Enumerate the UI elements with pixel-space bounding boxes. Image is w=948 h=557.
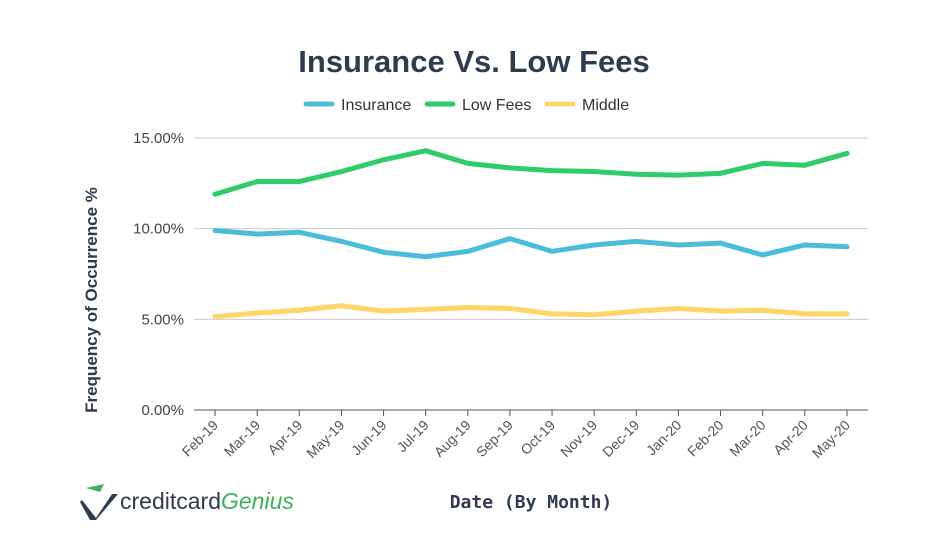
data-point-insurance (802, 242, 808, 248)
data-point-middle (591, 312, 597, 318)
logo-name-part2: Genius (221, 488, 294, 514)
data-point-insurance (507, 236, 513, 242)
y-tick-label: 15.00% (133, 130, 184, 147)
legend-item-low-fees: Low Fees (424, 97, 531, 114)
x-tick-label: May-19 (303, 417, 347, 461)
data-point-middle (296, 307, 302, 313)
data-point-low-fees (338, 169, 344, 175)
data-point-middle (549, 311, 555, 317)
x-tick-label: Feb-19 (179, 417, 222, 460)
logo-name-part1: creditcard (120, 488, 221, 514)
x-tick-label: Mar-20 (726, 417, 769, 460)
data-point-insurance (633, 238, 639, 244)
y-axis-label: Frequency of Occurrence % (82, 187, 101, 413)
data-point-low-fees (633, 171, 639, 177)
x-tick-label: Oct-19 (517, 417, 558, 458)
data-point-middle (423, 306, 429, 312)
x-tick-label: Jan-20 (643, 417, 685, 459)
legend-item-insurance: Insurance (303, 97, 411, 114)
data-point-middle (212, 314, 218, 320)
data-point-low-fees (802, 162, 808, 168)
data-point-low-fees (212, 191, 218, 197)
data-point-insurance (675, 242, 681, 248)
data-point-insurance (381, 249, 387, 255)
x-tick-label: Jul-19 (394, 417, 432, 455)
data-point-middle (675, 305, 681, 311)
y-axis-ticks: 0.00% 5.00% 10.00% 15.00% (133, 130, 184, 419)
data-point-middle (802, 311, 808, 317)
data-point-middle (338, 303, 344, 309)
x-tick-label: Sep-19 (473, 417, 516, 460)
data-point-low-fees (844, 150, 850, 156)
data-point-low-fees (296, 179, 302, 185)
x-tick-label: Apr-20 (770, 417, 811, 458)
y-tick-label: 10.00% (133, 221, 184, 238)
data-point-insurance (591, 242, 597, 248)
legend: Insurance Low Fees Middle (303, 97, 629, 114)
series-line-low-fees (212, 148, 850, 197)
grid (194, 137, 868, 411)
series-line-insurance (212, 227, 850, 260)
data-point-middle (718, 308, 724, 314)
x-tick-label: Feb-20 (684, 417, 727, 460)
data-point-low-fees (507, 165, 513, 171)
data-point-low-fees (381, 157, 387, 163)
data-point-insurance (718, 240, 724, 246)
data-point-low-fees (254, 179, 260, 185)
legend-label: Insurance (341, 97, 411, 114)
data-point-middle (254, 310, 260, 316)
series-line-middle (212, 303, 850, 320)
legend-label: Middle (582, 97, 629, 114)
series (212, 148, 850, 320)
data-point-insurance (212, 227, 218, 233)
x-tick-label: Mar-19 (221, 417, 264, 460)
data-point-low-fees (760, 160, 766, 166)
x-tick-label: Aug-19 (431, 417, 474, 460)
series-low-fees (212, 148, 850, 197)
data-point-low-fees (675, 172, 681, 178)
data-point-low-fees (591, 169, 597, 175)
data-point-insurance (423, 254, 429, 260)
data-point-middle (507, 305, 513, 311)
x-tick-label: Dec-19 (599, 417, 642, 460)
x-tick-label: Jun-19 (348, 417, 390, 459)
data-point-middle (381, 308, 387, 314)
x-tick-label: Nov-19 (557, 417, 600, 460)
legend-item-middle: Middle (544, 97, 629, 114)
series-insurance (212, 227, 850, 260)
y-tick-label: 0.00% (141, 402, 184, 419)
x-tick-label: Apr-19 (264, 417, 305, 458)
data-point-middle (760, 307, 766, 313)
data-point-low-fees (549, 168, 555, 174)
data-point-low-fees (465, 160, 471, 166)
data-point-insurance (760, 252, 766, 258)
data-point-insurance (296, 229, 302, 235)
data-point-insurance (254, 231, 260, 237)
data-point-insurance (844, 244, 850, 250)
chart-title: Insurance Vs. Low Fees (298, 44, 649, 79)
x-axis-label: Date (By Month) (450, 492, 613, 513)
data-point-insurance (549, 248, 555, 254)
legend-label: Low Fees (462, 97, 531, 114)
data-point-insurance (338, 238, 344, 244)
data-point-insurance (465, 248, 471, 254)
data-point-middle (465, 305, 471, 311)
checkmark-logo-icon (80, 484, 118, 520)
x-tick-label: May-20 (809, 417, 853, 461)
data-point-low-fees (718, 170, 724, 176)
y-tick-label: 5.00% (141, 311, 184, 328)
series-middle (212, 303, 850, 320)
data-point-low-fees (423, 148, 429, 154)
data-point-middle (633, 308, 639, 314)
data-point-middle (844, 311, 850, 317)
logo-text: creditcardGenius (120, 488, 294, 514)
logo: creditcardGenius (80, 484, 294, 520)
